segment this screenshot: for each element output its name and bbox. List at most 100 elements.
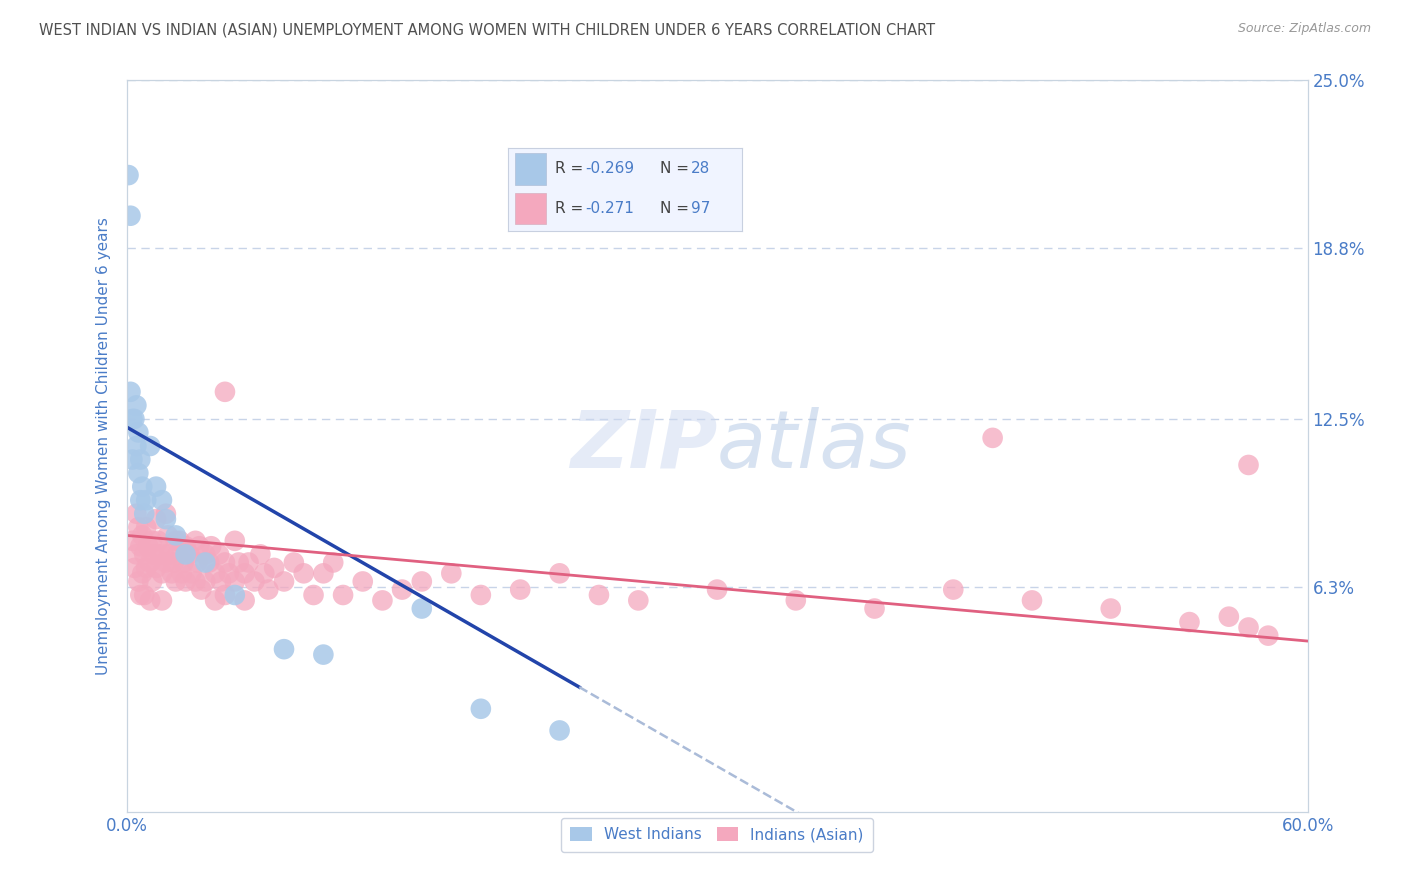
Text: ZIP: ZIP: [569, 407, 717, 485]
Text: -0.271: -0.271: [585, 201, 634, 216]
Point: [706, 582, 728, 597]
Text: N =: N =: [661, 201, 695, 216]
Point: [139, 593, 162, 607]
Point: [131, 528, 153, 542]
Point: [322, 556, 344, 570]
Point: [198, 556, 221, 570]
Point: [125, 547, 148, 561]
Point: [194, 556, 217, 570]
Point: [863, 601, 886, 615]
Point: [160, 566, 183, 581]
Point: [150, 593, 173, 607]
Point: [1257, 629, 1279, 643]
Text: Source: ZipAtlas.com: Source: ZipAtlas.com: [1237, 22, 1371, 36]
Point: [186, 556, 208, 570]
Text: R =: R =: [555, 201, 588, 216]
Text: N =: N =: [661, 161, 695, 176]
Point: [292, 566, 315, 581]
Point: [166, 547, 188, 561]
Point: [174, 547, 197, 561]
Point: [129, 539, 152, 553]
Point: [155, 507, 177, 521]
Point: [233, 566, 256, 581]
Point: [243, 574, 266, 589]
Point: [214, 556, 236, 570]
Text: -0.269: -0.269: [585, 161, 634, 176]
Point: [146, 533, 169, 548]
Point: [125, 507, 148, 521]
Point: [1237, 620, 1260, 634]
Point: [155, 512, 177, 526]
Point: [134, 588, 156, 602]
Point: [228, 556, 250, 570]
Point: [238, 556, 260, 570]
Point: [981, 431, 1004, 445]
Y-axis label: Unemployment Among Women with Children Under 6 years: Unemployment Among Women with Children U…: [96, 217, 111, 675]
Point: [224, 533, 246, 548]
Point: [200, 539, 222, 553]
Bar: [515, 153, 546, 185]
Point: [249, 547, 271, 561]
Point: [124, 561, 146, 575]
Point: [224, 588, 246, 602]
Point: [134, 507, 156, 521]
Point: [127, 574, 149, 589]
Point: [204, 593, 226, 607]
Point: [218, 566, 240, 581]
Bar: [515, 193, 546, 224]
Point: [1021, 593, 1043, 607]
Point: [302, 588, 325, 602]
Point: [156, 528, 179, 542]
Point: [121, 412, 143, 426]
Point: [145, 480, 167, 494]
Point: [127, 520, 149, 534]
Point: [125, 439, 148, 453]
Point: [184, 533, 207, 548]
Point: [942, 582, 965, 597]
Point: [548, 566, 571, 581]
Point: [153, 547, 176, 561]
Point: [273, 642, 295, 657]
Point: [129, 493, 152, 508]
Point: [224, 574, 246, 589]
Point: [120, 384, 142, 399]
Point: [253, 566, 276, 581]
Point: [135, 561, 157, 575]
Point: [127, 425, 149, 440]
Point: [332, 588, 354, 602]
Point: [411, 574, 433, 589]
Point: [136, 539, 159, 553]
Point: [121, 452, 143, 467]
Point: [509, 582, 531, 597]
Point: [117, 168, 139, 182]
Point: [165, 574, 187, 589]
Point: [312, 648, 335, 662]
Point: [194, 574, 217, 589]
Point: [588, 588, 610, 602]
Point: [184, 574, 207, 589]
Point: [548, 723, 571, 738]
Point: [135, 493, 157, 508]
Point: [150, 493, 173, 508]
Point: [125, 398, 148, 412]
Point: [179, 547, 201, 561]
Point: [208, 547, 231, 561]
Point: [127, 466, 149, 480]
Point: [470, 588, 492, 602]
Point: [134, 547, 156, 561]
Point: [121, 533, 143, 548]
Point: [312, 566, 335, 581]
Point: [352, 574, 374, 589]
Point: [139, 439, 162, 453]
Point: [190, 582, 212, 597]
Point: [149, 547, 172, 561]
Text: R =: R =: [555, 161, 588, 176]
Text: 28: 28: [690, 161, 710, 176]
Point: [1237, 458, 1260, 472]
Point: [131, 566, 153, 581]
Point: [174, 539, 197, 553]
Point: [150, 566, 173, 581]
Point: [120, 209, 142, 223]
Point: [1099, 601, 1122, 615]
Point: [129, 588, 152, 602]
